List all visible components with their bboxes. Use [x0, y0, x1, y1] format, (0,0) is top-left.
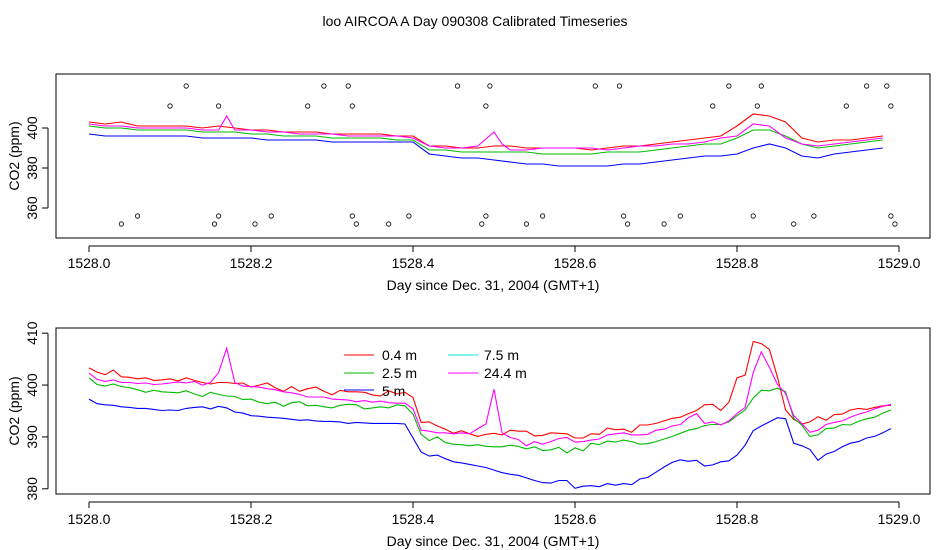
bottom-x-axis: 1528.0 1528.2 1528.4 1528.6 1528.8 1529.0	[68, 501, 921, 527]
bottom-plot-frame	[55, 327, 931, 495]
status-marker	[624, 221, 631, 227]
top-y-axis: 360 380 400	[24, 116, 49, 220]
legend-label-24-4m: 24.4 m	[484, 365, 527, 381]
status-marker	[216, 103, 222, 109]
status-marker	[183, 83, 189, 89]
status-marker	[884, 83, 890, 89]
y-tick-label: 400	[24, 116, 40, 140]
status-marker	[118, 221, 125, 227]
x-tick-label: 1528.2	[230, 255, 273, 271]
y-tick-label: 410	[24, 321, 40, 345]
x-tick-label: 1528.8	[716, 511, 759, 527]
status-marker	[487, 83, 493, 89]
status-marker	[406, 213, 412, 219]
x-tick-label: 1529.0	[878, 255, 921, 271]
x-tick-label: 1528.0	[68, 511, 111, 527]
status-marker	[252, 221, 258, 227]
y-tick-label: 360	[24, 196, 40, 220]
x-tick-label: 1528.8	[716, 255, 759, 271]
status-marker	[305, 103, 311, 109]
status-marker	[811, 213, 817, 219]
legend-label-0-4m: 0.4 m	[382, 347, 417, 363]
status-marker	[791, 221, 797, 227]
status-marker	[661, 221, 667, 227]
status-marker	[268, 213, 274, 219]
legend-label-5m: 5 m	[382, 383, 405, 399]
p2-series-line-1	[88, 377, 892, 454]
status-marker	[349, 103, 355, 109]
top-markers	[118, 83, 898, 227]
status-marker	[211, 221, 218, 227]
status-marker	[349, 213, 355, 219]
status-marker	[523, 221, 530, 227]
top-x-axis-label: Day since Dec. 31, 2004 (GMT+1)	[387, 277, 600, 293]
p1-series-line-3	[88, 114, 883, 151]
status-marker	[539, 213, 546, 219]
top-y-axis-label: CO2 (ppm)	[6, 121, 22, 190]
p1-series-line-1	[88, 125, 883, 155]
y-tick-label: 380	[24, 156, 40, 180]
x-tick-label: 1528.6	[554, 255, 597, 271]
bottom-panel: 1528.0 1528.2 1528.4 1528.6 1528.8 1529.0 380…	[6, 321, 931, 549]
x-tick-label: 1528.4	[392, 255, 435, 271]
p1-series-line-2	[88, 133, 883, 167]
status-marker	[888, 213, 894, 219]
status-marker	[843, 103, 849, 109]
status-marker	[710, 103, 716, 109]
status-marker	[454, 83, 461, 89]
top-series-lines	[88, 113, 883, 167]
top-panel: 1528.0 1528.2 1528.4 1528.6 1528.8 1529.0 360…	[6, 73, 931, 293]
status-marker	[321, 83, 327, 89]
status-marker	[483, 213, 489, 219]
y-tick-label: 400	[24, 373, 40, 397]
status-marker	[620, 213, 627, 219]
top-x-axis: 1528.0 1528.2 1528.4 1528.6 1528.8 1529.0	[68, 245, 921, 271]
p2-series-line-0	[88, 340, 891, 439]
status-marker	[888, 103, 894, 109]
status-marker	[677, 213, 683, 219]
status-marker	[758, 83, 764, 89]
legend-label-2-5m: 2.5 m	[382, 365, 417, 381]
status-marker	[754, 103, 760, 109]
legend-label-7-5m: 7.5 m	[484, 347, 519, 363]
bottom-series-lines	[88, 340, 892, 489]
status-marker	[863, 83, 870, 89]
status-marker	[353, 221, 359, 227]
p2-series-line-2	[88, 398, 892, 489]
x-tick-label: 1528.6	[554, 511, 597, 527]
status-marker	[345, 83, 351, 89]
y-tick-label: 380	[24, 477, 40, 501]
bottom-y-axis-label: CO2 (ppm)	[6, 376, 22, 445]
status-marker	[216, 213, 222, 219]
bottom-x-axis-label: Day since Dec. 31, 2004 (GMT+1)	[387, 533, 600, 549]
status-marker	[386, 221, 392, 227]
status-marker	[135, 213, 141, 219]
status-marker	[483, 103, 489, 109]
status-marker	[892, 221, 898, 227]
status-marker	[592, 83, 598, 89]
status-marker	[479, 221, 485, 227]
top-plot-frame	[55, 73, 931, 239]
status-marker	[726, 83, 732, 89]
status-marker	[167, 103, 173, 109]
x-tick-label: 1528.4	[392, 511, 435, 527]
x-tick-label: 1528.2	[230, 511, 273, 527]
legend: 0.4 m 2.5 m 5 m 7.5 m 24.4 m	[344, 347, 527, 399]
figure-title: loo AIRCOA A Day 090308 Calibrated Times…	[322, 13, 627, 29]
bottom-y-axis: 380 390 400 410	[24, 321, 49, 501]
status-marker	[616, 83, 623, 89]
x-tick-label: 1528.0	[68, 255, 111, 271]
p2-series-line-3	[88, 346, 892, 447]
y-tick-label: 390	[24, 425, 40, 449]
status-marker	[750, 213, 756, 219]
x-tick-label: 1529.0	[878, 511, 921, 527]
